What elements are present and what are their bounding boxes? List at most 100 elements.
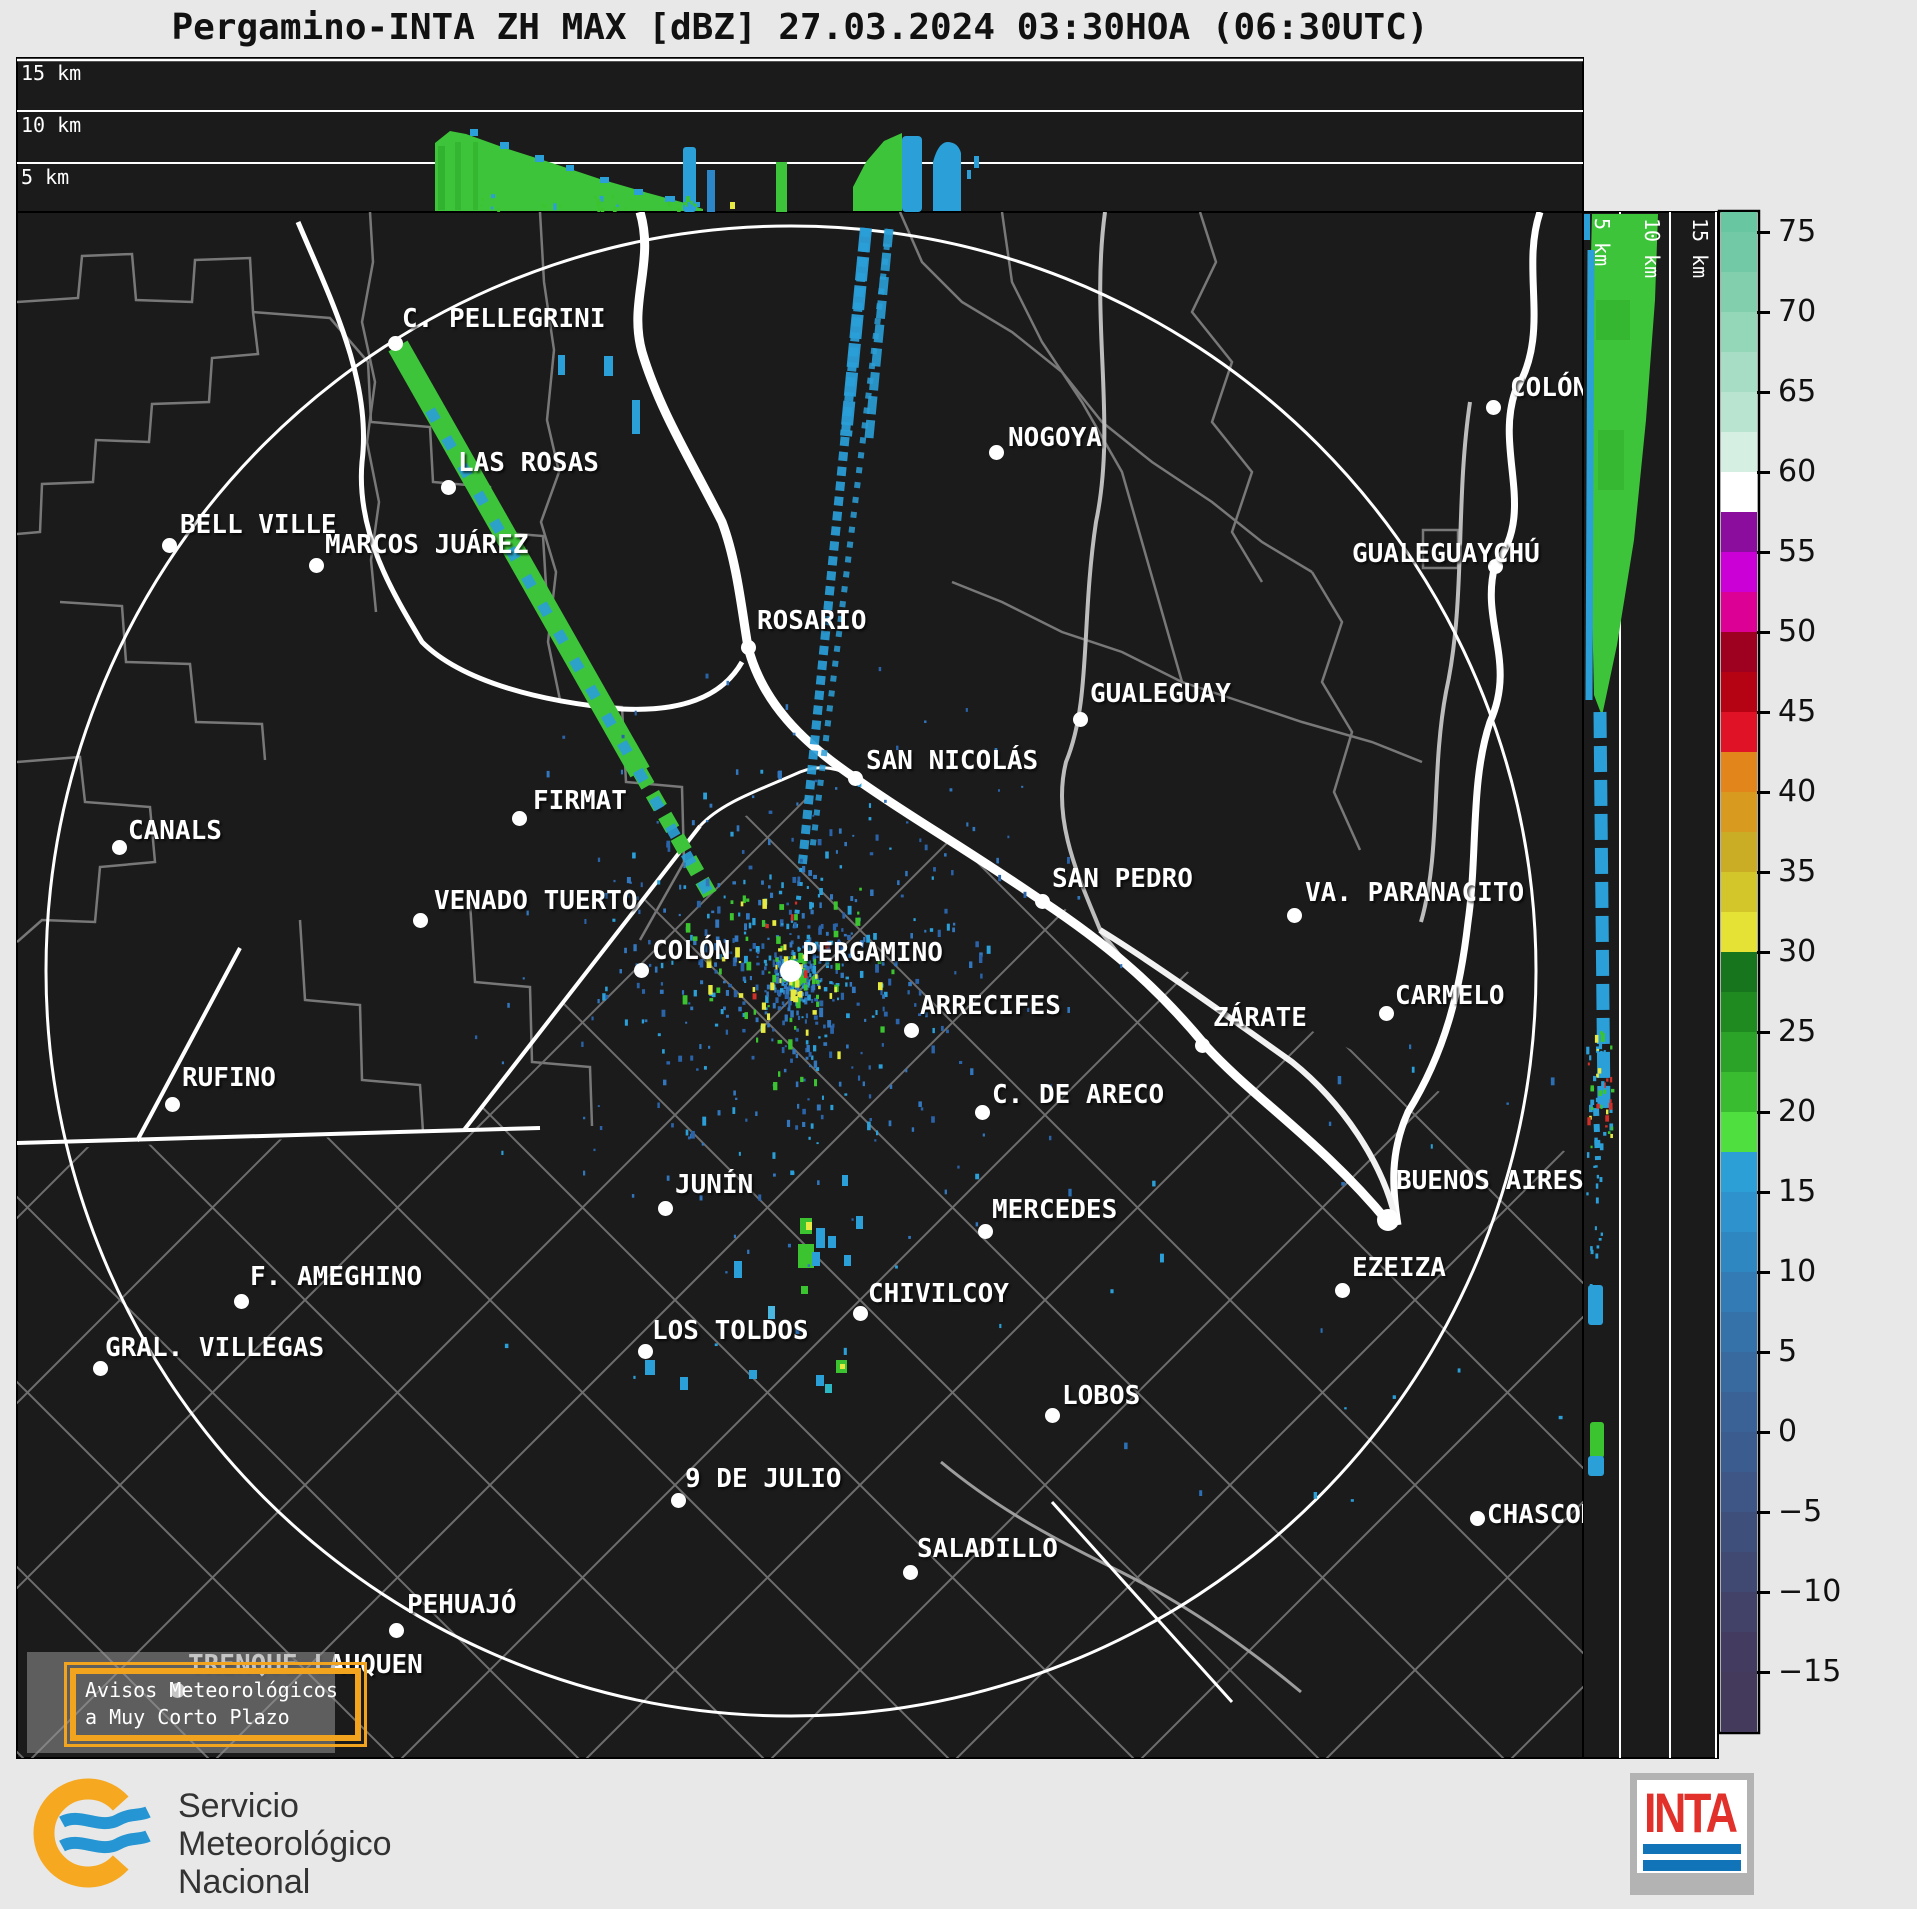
city-label: GUALEGUAY — [1090, 679, 1231, 709]
city-label: VA. PARANACITO — [1305, 878, 1525, 908]
colorbar-segment — [1721, 672, 1757, 712]
city-dot — [161, 537, 177, 553]
colorbar-segment — [1721, 392, 1757, 432]
colorbar-tick — [1757, 1431, 1770, 1434]
colorbar-segment — [1721, 1352, 1757, 1392]
city-label: SAN PEDRO — [1052, 864, 1193, 894]
city-dot — [387, 335, 403, 351]
colorbar-tick-label: 70 — [1778, 294, 1817, 329]
colorbar-tick — [1757, 1031, 1770, 1034]
city-dot — [852, 1305, 868, 1321]
colorbar-segment — [1721, 1112, 1757, 1152]
city-dot — [92, 1360, 108, 1376]
colorbar-segment — [1721, 872, 1757, 912]
city-dot — [412, 912, 428, 928]
city-dot — [1194, 1037, 1210, 1053]
page-title: Pergamino-INTA ZH MAX [dBZ] 27.03.2024 0… — [171, 7, 1429, 48]
colorbar-tick-label: 60 — [1778, 454, 1817, 489]
colorbar-segment — [1721, 1032, 1757, 1072]
colorbar-tick — [1757, 231, 1770, 234]
city-label: JUNÍN — [675, 1170, 754, 1200]
city-dot — [740, 639, 756, 655]
city-label: CHIVILCOY — [868, 1279, 1009, 1309]
city-label: LOS TOLDOS — [652, 1316, 809, 1346]
colorbar-segment — [1721, 992, 1757, 1032]
colorbar-tick-label: 30 — [1778, 934, 1817, 969]
colorbar-segment — [1721, 272, 1757, 312]
colorbar-tick — [1757, 1351, 1770, 1354]
smn-line-1: Servicio — [178, 1787, 299, 1825]
colorbar-segment — [1721, 1312, 1757, 1352]
city-dot — [1377, 1209, 1399, 1231]
city-label: PEHUAJÓ — [407, 1590, 517, 1620]
colorbar-tick-label: −5 — [1778, 1494, 1823, 1529]
city-dot — [1286, 907, 1302, 923]
colorbar-segment — [1721, 1552, 1757, 1592]
city-dot — [1469, 1510, 1485, 1526]
city-dot — [903, 1022, 919, 1038]
colorbar-tick — [1757, 791, 1770, 794]
city-label: C. PELLEGRINI — [402, 304, 606, 334]
colorbar-tick — [1757, 1191, 1770, 1194]
warning-line-1: Avisos Meteorológicos — [85, 1678, 338, 1702]
city-dot — [847, 770, 863, 786]
height-axis-label: 5 km — [1590, 218, 1614, 267]
department-borders — [17, 212, 1460, 1133]
inta-logo-icon: INTA — [1630, 1773, 1754, 1895]
city-dot — [902, 1564, 918, 1580]
city-label: PERGAMINO — [802, 938, 943, 968]
colorbar-tick-label: 55 — [1778, 534, 1817, 569]
city-dot — [637, 1343, 653, 1359]
city-dot — [164, 1096, 180, 1112]
colorbar-tick — [1757, 871, 1770, 874]
city-label: MERCEDES — [992, 1195, 1118, 1225]
city-label: EZEIZA — [1352, 1253, 1446, 1283]
echo-column — [683, 147, 696, 212]
colorbar-segment — [1721, 312, 1757, 352]
city-label: GUALEGUAYCHÚ — [1352, 539, 1540, 569]
city-label: ROSARIO — [757, 606, 867, 636]
city-dot — [1034, 893, 1050, 909]
height-axis-label: 10 km — [1640, 218, 1664, 279]
city-label: FIRMAT — [533, 786, 627, 816]
height-axis-label: 5 km — [21, 165, 70, 189]
province-borders — [17, 766, 856, 1145]
colorbar-tick-label: 50 — [1778, 614, 1817, 649]
colorbar-tick — [1757, 711, 1770, 714]
side-echo — [1590, 214, 1658, 716]
smn-line-3: Nacional — [178, 1863, 311, 1901]
city-label: BELL VILLE — [180, 510, 337, 540]
smn-wordmark: Servicio Meteorológico Nacional — [178, 1787, 392, 1901]
colorbar-segment — [1721, 1672, 1757, 1732]
city-dot — [511, 810, 527, 826]
city-label: CANALS — [128, 816, 222, 846]
map-overlay: C. PELLEGRINI LAS ROSAS BELL VILLE MARCOS J… — [17, 212, 1583, 1758]
city-dot — [1072, 711, 1088, 727]
warning-box[interactable]: Avisos Meteorológicos a Muy Corto Plazo — [27, 1652, 367, 1753]
city-label: GRAL. VILLEGAS — [105, 1333, 325, 1363]
colorbar-segment — [1721, 1392, 1757, 1432]
colorbar-tick — [1757, 1111, 1770, 1114]
colorbar-segment — [1721, 832, 1757, 872]
side-panel-content — [1584, 212, 1717, 1758]
colorbar-segment — [1721, 632, 1757, 672]
height-axis-label: 15 km — [21, 61, 82, 85]
colorbar-tick — [1757, 551, 1770, 554]
radar-spokes — [388, 227, 894, 931]
city-dot — [233, 1293, 249, 1309]
colorbar-segment — [1721, 212, 1757, 232]
colorbar-tick — [1757, 471, 1770, 474]
colorbar-tick-label: 40 — [1778, 774, 1817, 809]
city-dot — [1487, 558, 1503, 574]
colorbar-frame — [1717, 209, 1761, 1735]
colorbar-tick-label: −10 — [1778, 1574, 1842, 1609]
city-dot — [1044, 1407, 1060, 1423]
colorbar-tick — [1757, 951, 1770, 954]
colorbar-tick-label: 25 — [1778, 1014, 1817, 1049]
colorbar-segment — [1721, 1592, 1757, 1632]
uruguay-river — [1390, 212, 1544, 1226]
colorbar-segment — [1721, 1472, 1757, 1512]
colorbar-tick-label: −15 — [1778, 1654, 1842, 1689]
